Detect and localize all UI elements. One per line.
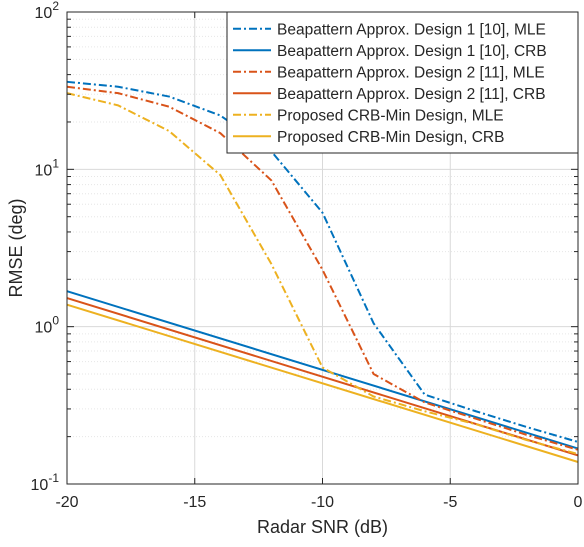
x-tick-labels: -20 -15 -10 -5 0 [55, 494, 582, 511]
x-tick-label: 0 [574, 494, 583, 511]
x-tick-label: -15 [183, 494, 206, 511]
series-line-2 [66, 290, 579, 450]
series-line-3 [66, 85, 579, 451]
x-axis-label: Radar SNR (dB) [257, 517, 388, 537]
series-lines [66, 80, 579, 463]
x-tick-label: -5 [443, 494, 457, 511]
series-line-5 [66, 92, 579, 456]
legend: Beapattern Approx. Design 1 [10], MLE Bea… [226, 11, 579, 154]
legend-entry-1: Beapattern Approx. Design 1 [10], MLE [277, 21, 546, 38]
y-tick-label: 10-1 [31, 471, 60, 494]
y-tick-label: 102 [35, 0, 60, 22]
x-tick-label: -20 [55, 494, 78, 511]
legend-entry-3: Beapattern Approx. Design 2 [11], MLE [277, 64, 545, 81]
y-tick-label: 101 [35, 156, 60, 179]
legend-entry-6: Proposed CRB-Min Design, CRB [277, 129, 504, 146]
legend-entry-5: Proposed CRB-Min Design, MLE [277, 107, 504, 124]
legend-box [226, 11, 579, 154]
series-line-6 [66, 303, 579, 463]
series-line-1 [66, 80, 579, 443]
y-axis-label: RMSE (deg) [6, 198, 26, 297]
y-tick-label: 100 [35, 314, 60, 337]
y-tick-labels: 10-1 100 101 102 [31, 0, 60, 494]
x-tick-label: -10 [311, 494, 334, 511]
legend-entry-4: Beapattern Approx. Design 2 [11], CRB [277, 86, 546, 103]
legend-entry-2: Beapattern Approx. Design 1 [10], CRB [277, 43, 547, 60]
